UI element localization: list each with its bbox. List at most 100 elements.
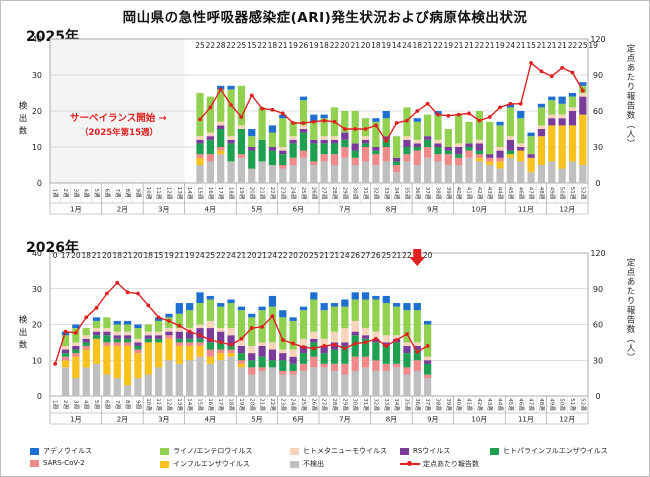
bar-none <box>165 360 173 396</box>
week-label: 11週 <box>155 398 163 411</box>
count-label: 20 <box>299 251 309 260</box>
week-label: 25週 <box>300 398 308 411</box>
line-point <box>477 118 482 123</box>
bar-rhino <box>103 317 111 329</box>
line-point <box>301 121 306 125</box>
bar-none <box>134 378 142 396</box>
week-label: 32週 <box>372 187 380 200</box>
week-label: 39週 <box>445 398 453 411</box>
bar-sars <box>237 360 246 364</box>
line-point <box>94 305 99 310</box>
count-label: 21 <box>485 41 495 50</box>
bar-none <box>103 374 111 396</box>
bar-hpiv <box>403 353 411 368</box>
week-label: 42週 <box>476 398 484 411</box>
week-label: 3週 <box>72 400 80 409</box>
bar-adeno <box>92 317 101 321</box>
count-label: 26 <box>299 41 309 50</box>
bar-flu <box>175 345 183 364</box>
bar-rhino <box>217 306 225 329</box>
bar-rs <box>144 335 152 339</box>
bar-rhino <box>206 96 214 133</box>
bar-adeno <box>196 292 204 304</box>
bar-rhino <box>558 103 566 115</box>
y-left-tick-label: 40 <box>32 249 42 258</box>
bar-hmpv <box>82 335 90 339</box>
bar-none <box>227 356 235 396</box>
count-label: 15 <box>247 41 257 50</box>
bar-sars <box>403 367 411 375</box>
count-label: 22 <box>216 251 226 260</box>
bar-adeno <box>527 132 535 137</box>
count-label: 24 <box>506 41 516 50</box>
bar-none <box>351 165 359 183</box>
bar-none <box>330 370 339 396</box>
line-point <box>384 139 389 143</box>
bar-hpiv <box>113 338 121 343</box>
line-point <box>518 101 523 106</box>
bar-none <box>268 165 277 183</box>
bar-rs <box>165 331 173 336</box>
bar-flu <box>103 345 111 375</box>
count-label: 20 <box>423 251 433 260</box>
bar-sars <box>258 367 266 371</box>
week-label: 16週 <box>207 187 215 200</box>
count-label: 19 <box>444 41 454 50</box>
bar-hpiv <box>175 338 183 343</box>
bar-rs <box>382 136 390 140</box>
bar-hpiv <box>310 143 318 162</box>
count-label: 22 <box>257 41 267 50</box>
bar-rs <box>517 147 525 151</box>
bar-sars <box>217 349 225 354</box>
bar-adeno <box>382 295 390 304</box>
bar-hpiv <box>403 147 411 155</box>
bar-rs <box>341 342 349 346</box>
bar-hpiv <box>186 338 194 343</box>
bar-hpiv <box>465 147 473 151</box>
week-label: 32週 <box>372 398 380 411</box>
legend-swatch-none <box>290 460 299 468</box>
bar-sars <box>196 342 204 346</box>
bar-hpiv <box>279 360 287 371</box>
week-label: 38週 <box>434 398 442 411</box>
bar-none <box>506 157 515 183</box>
bar-rhino <box>258 107 266 140</box>
bar-sars <box>330 363 339 371</box>
bar-rs <box>227 139 235 144</box>
bar-flu <box>496 161 504 169</box>
bar-hmpv <box>310 331 318 339</box>
bar-hmpv <box>413 342 421 346</box>
line-point <box>415 109 420 113</box>
bar-none <box>465 157 473 183</box>
bar-hpiv <box>268 360 277 368</box>
bar-rhino <box>475 111 483 140</box>
week-label: 10週 <box>145 187 153 200</box>
bar-none <box>279 374 287 396</box>
count-label: 18 <box>81 251 91 260</box>
bar-hmpv <box>403 342 411 346</box>
bar-rhino <box>341 111 349 133</box>
bar-rhino <box>289 320 297 350</box>
week-label: 31週 <box>362 398 370 411</box>
bar-adeno <box>217 303 225 307</box>
bar-hmpv <box>217 328 225 332</box>
month-label: 2月 <box>117 206 128 214</box>
bar-rs <box>434 143 442 147</box>
bar-none <box>113 378 121 396</box>
bar-rhino <box>310 121 318 140</box>
count-label: 19 <box>185 251 195 260</box>
bar-adeno <box>341 299 349 307</box>
count-label: 21 <box>123 251 133 260</box>
line-point <box>136 291 140 296</box>
week-label: 23週 <box>279 187 287 200</box>
week-label: 14週 <box>186 187 194 200</box>
week-label: 2週 <box>62 189 70 198</box>
count-label: 22 <box>568 41 578 50</box>
count-label: 24 <box>402 41 412 50</box>
bar-flu <box>186 345 194 361</box>
bar-hmpv <box>392 335 401 339</box>
bar-hmpv <box>434 139 442 144</box>
week-label: 27週 <box>321 187 329 200</box>
week-label: 14週 <box>186 398 194 411</box>
legend-swatch-adeno <box>30 447 39 455</box>
